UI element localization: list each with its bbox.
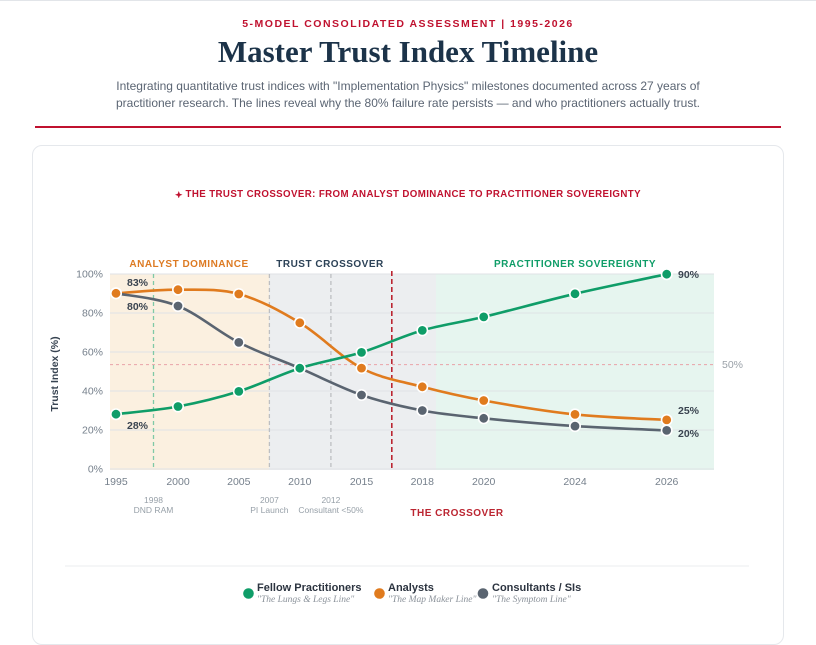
svg-text:Analysts: Analysts xyxy=(388,582,434,594)
svg-text:25%: 25% xyxy=(678,405,700,417)
svg-text:DND RAM: DND RAM xyxy=(134,505,174,515)
svg-text:1998: 1998 xyxy=(144,495,163,505)
svg-text:28%: 28% xyxy=(127,420,149,432)
svg-text:"The Lungs & Legs Line": "The Lungs & Legs Line" xyxy=(257,595,355,605)
svg-text:80%: 80% xyxy=(127,301,149,313)
svg-text:2015: 2015 xyxy=(350,476,374,488)
svg-text:40%: 40% xyxy=(82,386,103,398)
svg-text:1995: 1995 xyxy=(104,476,128,488)
svg-text:50%: 50% xyxy=(722,359,743,371)
svg-text:2026: 2026 xyxy=(655,476,679,488)
svg-text:90%: 90% xyxy=(678,269,700,281)
svg-text:Consultants / SIs: Consultants / SIs xyxy=(492,582,581,594)
svg-text:"The Symptom Line": "The Symptom Line" xyxy=(492,595,572,605)
svg-text:80%: 80% xyxy=(82,308,103,320)
svg-text:100%: 100% xyxy=(76,269,103,281)
svg-text:2007: 2007 xyxy=(260,495,279,505)
svg-text:2012: 2012 xyxy=(321,495,340,505)
svg-text:0%: 0% xyxy=(88,464,103,476)
svg-text:60%: 60% xyxy=(82,347,103,359)
svg-text:TRUST CROSSOVER: TRUST CROSSOVER xyxy=(276,259,384,270)
svg-text:Consultant <50%: Consultant <50% xyxy=(298,505,363,515)
svg-text:2005: 2005 xyxy=(227,476,251,488)
svg-text:Trust Index (%): Trust Index (%) xyxy=(49,336,61,411)
svg-text:PI Launch: PI Launch xyxy=(250,505,289,515)
svg-text:ANALYST DOMINANCE: ANALYST DOMINANCE xyxy=(129,259,248,270)
svg-text:20%: 20% xyxy=(678,428,700,440)
svg-text:"The Map Maker Line": "The Map Maker Line" xyxy=(388,595,477,605)
svg-text:THE CROSSOVER: THE CROSSOVER xyxy=(410,508,503,519)
svg-text:20%: 20% xyxy=(82,425,103,437)
svg-text:2024: 2024 xyxy=(563,476,587,488)
svg-text:83%: 83% xyxy=(127,277,149,289)
svg-text:2020: 2020 xyxy=(472,476,496,488)
svg-text:2000: 2000 xyxy=(166,476,190,488)
svg-text:2018: 2018 xyxy=(411,476,435,488)
svg-text:PRACTITIONER SOVEREIGNTY: PRACTITIONER SOVEREIGNTY xyxy=(494,259,656,270)
svg-text:Fellow Practitioners: Fellow Practitioners xyxy=(257,582,362,594)
svg-text:2010: 2010 xyxy=(288,476,312,488)
